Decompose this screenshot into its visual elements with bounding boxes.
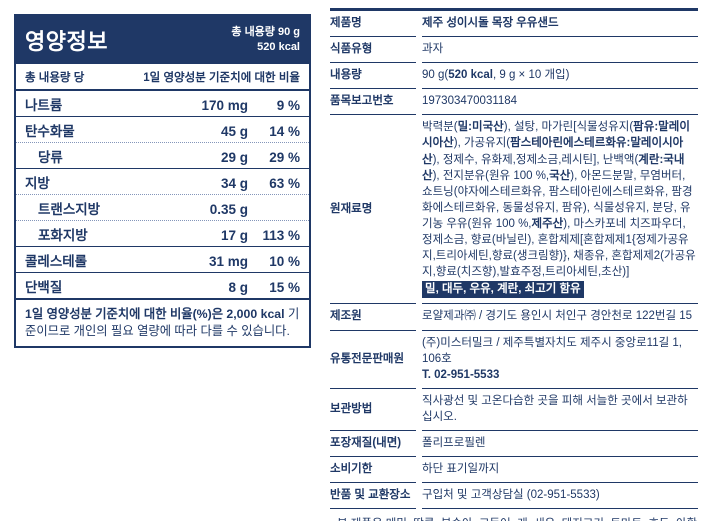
product-row-label: 원재료명 bbox=[330, 115, 416, 305]
product-row-label: 반품 및 교환장소 bbox=[330, 483, 416, 510]
product-row: 제품명 제주 성이시돌 목장 우유샌드 bbox=[330, 11, 698, 38]
product-row-value: 폴리프로필렌 bbox=[422, 431, 698, 458]
nutrient-daily-value: 29 % bbox=[269, 150, 300, 165]
product-row-value: 직사광선 및 고온다습한 곳을 피해 서늘한 곳에서 보관하십시오. bbox=[422, 389, 698, 431]
nutrient-row: 당류 29 g 29 % bbox=[16, 142, 309, 168]
nutrient-row: 탄수화물 45 g 14 % bbox=[16, 116, 309, 142]
product-row-label: 제품명 bbox=[330, 11, 416, 38]
nutrient-name: 포화지방 bbox=[38, 228, 88, 243]
product-row-label: 제조원 bbox=[330, 304, 416, 331]
product-row-value: 90 g(520 kcal, 9 g × 10 개입) bbox=[422, 63, 698, 90]
product-row-value: 박력분(밀:미국산), 설탕, 마가린[식물성유지(팜유:말레이시아산), 가공… bbox=[422, 115, 698, 305]
note-item: · 본 제품은 메밀, 땅콩, 복숭아, 고등어, 게, 새우, 돼지고기, 토… bbox=[330, 516, 698, 521]
table-top-rule bbox=[330, 8, 698, 11]
product-row-label: 품목보고번호 bbox=[330, 89, 416, 116]
product-row-value: 로얄제과㈜ / 경기도 용인시 처인구 경안천로 122번길 15 bbox=[422, 304, 698, 331]
nutrient-row: 트랜스지방 0.35 g bbox=[16, 194, 309, 220]
nutrient-name: 트랜스지방 bbox=[38, 202, 101, 217]
nutrition-panel: 영양정보 총 내용량 90 g 520 kcal 총 내용량 당 1일 영양성분… bbox=[14, 14, 311, 349]
nutrient-name: 당류 bbox=[38, 150, 63, 165]
product-row-value: (주)미스터밀크 / 제주특별자치도 제주시 중앙로11길 1, 106호 T. … bbox=[422, 331, 698, 389]
product-row: 유통전문판매원 (주)미스터밀크 / 제주특별자치도 제주시 중앙로11길 1,… bbox=[330, 331, 698, 389]
nutrient-row: 단백질 8 g 15 % bbox=[16, 272, 309, 298]
nutrient-daily-value: 15 % bbox=[269, 280, 300, 295]
nutrient-name: 콜레스테롤 bbox=[25, 254, 88, 269]
product-row: 소비기한 하단 표기일까지 bbox=[330, 457, 698, 484]
product-row-label: 유통전문판매원 bbox=[330, 331, 416, 389]
nutrient-daily-value: 10 % bbox=[269, 254, 300, 269]
nutrient-amount: 45 g bbox=[220, 124, 248, 139]
serving-basis-label: 총 내용량 당 bbox=[25, 72, 85, 84]
product-row-value: 과자 bbox=[422, 37, 698, 64]
allergen-highlight: 밀, 대두, 우유, 계란, 쇠고기 함유 bbox=[422, 281, 584, 299]
nutrient-name: 지방 bbox=[25, 176, 50, 191]
nutrient-row: 지방 34 g 63 % bbox=[16, 168, 309, 194]
nutrition-title: 영양정보 bbox=[25, 29, 108, 54]
product-notes: · 본 제품은 메밀, 땅콩, 복숭아, 고등어, 게, 새우, 돼지고기, 토… bbox=[330, 509, 698, 521]
nutrient-amount: 170 mg bbox=[201, 98, 248, 113]
product-row: 품목보고번호 197303470031184 bbox=[330, 89, 698, 116]
nutrient-row: 콜레스테롤 31 mg 10 % bbox=[16, 246, 309, 272]
nutrient-amount: 34 g bbox=[220, 176, 248, 191]
product-row: 제조원 로얄제과㈜ / 경기도 용인시 처인구 경안천로 122번길 15 bbox=[330, 304, 698, 331]
nutrient-name: 나트륨 bbox=[25, 98, 63, 113]
daily-value-header: 1일 영양성분 기준치에 대한 비율 bbox=[143, 72, 300, 84]
product-row-label: 소비기한 bbox=[330, 457, 416, 484]
product-row-label: 보관방법 bbox=[330, 389, 416, 431]
nutrient-amount: 17 g bbox=[220, 228, 248, 243]
nutrient-amount: 29 g bbox=[220, 150, 248, 165]
product-row-label: 식품유형 bbox=[330, 37, 416, 64]
nutrient-daily-value: 113 % bbox=[262, 228, 300, 243]
nutrition-total-amount: 총 내용량 90 g bbox=[231, 26, 300, 39]
nutrition-total-kcal: 520 kcal bbox=[257, 41, 300, 53]
product-info-table: 제품명 제주 성이시돌 목장 우유샌드 식품유형 과자 내용량 90 g(520… bbox=[330, 8, 698, 521]
nutrition-total-block: 총 내용량 90 g 520 kcal bbox=[231, 25, 300, 55]
nutrient-name: 탄수화물 bbox=[25, 124, 75, 139]
product-row-value: 제주 성이시돌 목장 우유샌드 bbox=[422, 11, 698, 38]
product-row-label: 포장재질(내면) bbox=[330, 431, 416, 458]
product-row: 보관방법 직사광선 및 고온다습한 곳을 피해 서늘한 곳에서 보관하십시오. bbox=[330, 389, 698, 431]
nutrient-daily-value: 14 % bbox=[269, 124, 300, 139]
nutrient-amount: 0.35 g bbox=[209, 202, 248, 217]
product-row-value: 하단 표기일까지 bbox=[422, 457, 698, 484]
nutrition-footnote: 1일 영양성분 기준치에 대한 비율(%)은 2,000 kcal 기준이므로 … bbox=[16, 298, 309, 346]
product-row-label: 내용량 bbox=[330, 63, 416, 90]
product-row: 반품 및 교환장소 구입처 및 고객상담실 (02-951-5533) bbox=[330, 483, 698, 510]
nutrient-rows: 나트륨 170 mg 9 % 탄수화물 45 g 14 % 당류 29 g 29… bbox=[16, 91, 309, 298]
nutrient-name: 단백질 bbox=[25, 280, 63, 295]
product-row-value: 197303470031184 bbox=[422, 89, 698, 116]
product-row: 원재료명 박력분(밀:미국산), 설탕, 마가린[식물성유지(팜유:말레이시아산… bbox=[330, 115, 698, 305]
serving-basis-row: 총 내용량 당 1일 영양성분 기준치에 대한 비율 bbox=[16, 64, 309, 91]
nutrient-amount: 31 mg bbox=[208, 254, 248, 269]
nutrient-daily-value: 63 % bbox=[269, 176, 300, 191]
product-row: 내용량 90 g(520 kcal, 9 g × 10 개입) bbox=[330, 63, 698, 90]
nutrient-daily-value: 9 % bbox=[276, 98, 300, 113]
nutrient-row: 포화지방 17 g 113 % bbox=[16, 220, 309, 246]
nutrient-row: 나트륨 170 mg 9 % bbox=[16, 91, 309, 116]
nutrient-amount: 8 g bbox=[228, 280, 248, 295]
product-row-value: 구입처 및 고객상담실 (02-951-5533) bbox=[422, 483, 698, 510]
product-rows: 제품명 제주 성이시돌 목장 우유샌드 식품유형 과자 내용량 90 g(520… bbox=[330, 11, 698, 510]
nutrition-panel-header: 영양정보 총 내용량 90 g 520 kcal bbox=[16, 16, 309, 64]
product-row: 식품유형 과자 bbox=[330, 37, 698, 64]
product-row: 포장재질(내면) 폴리프로필렌 bbox=[330, 431, 698, 458]
